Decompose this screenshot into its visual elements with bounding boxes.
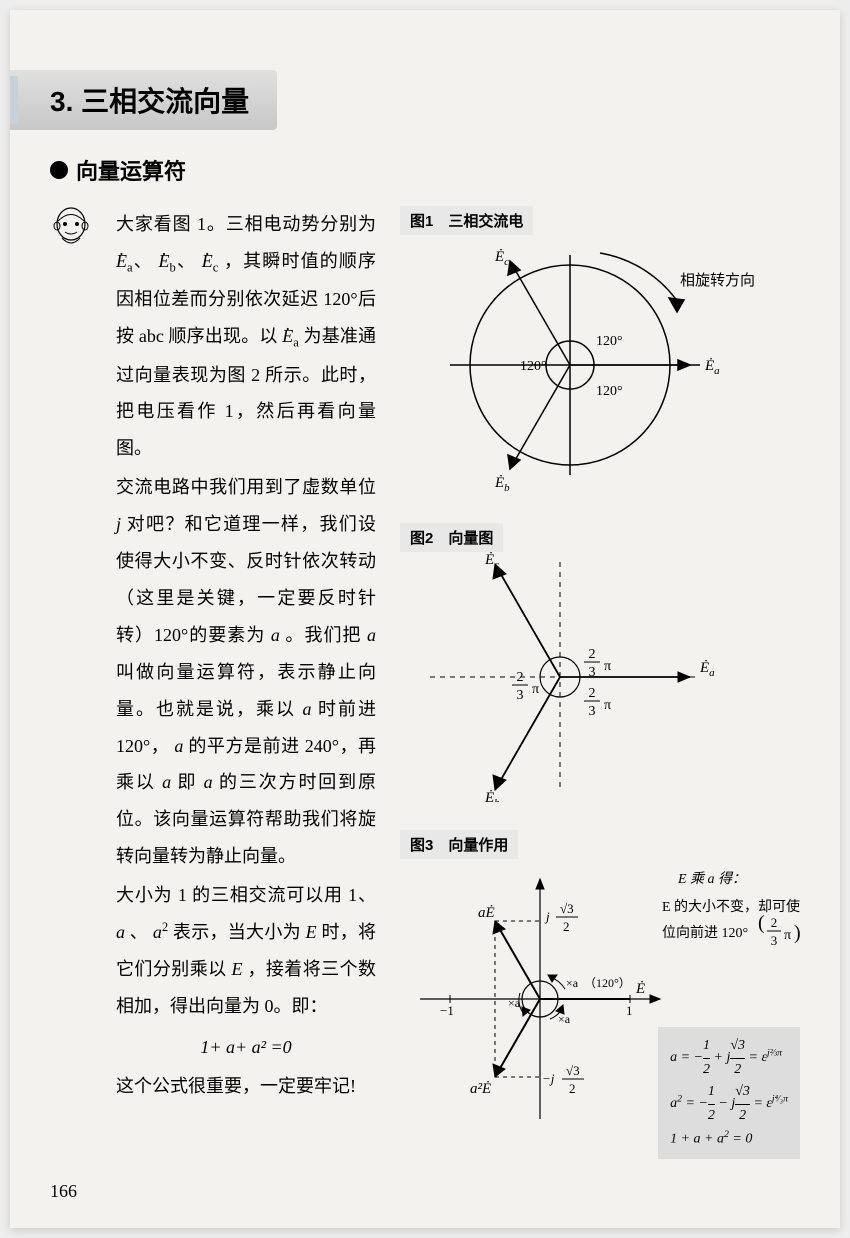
- fig1-ec-label: Ėc: [494, 249, 509, 268]
- svg-text:π: π: [784, 928, 791, 943]
- svg-text:相旋转方向: 相旋转方向: [680, 272, 755, 289]
- fig1-eb-label: Ėb: [494, 475, 510, 494]
- bullet-icon: [50, 161, 68, 179]
- svg-text:3: 3: [517, 688, 524, 703]
- svg-text:×a: ×a: [508, 996, 521, 1010]
- svg-text:−j: −j: [542, 1071, 555, 1086]
- svg-text:aĖ: aĖ: [478, 905, 495, 921]
- svg-text:√3: √3: [560, 901, 574, 916]
- svg-text:E 的大小不变，却可使相: E 的大小不变，却可使相: [662, 898, 800, 915]
- svg-text:120°: 120°: [596, 334, 623, 349]
- figure-2: 图2 向量图: [400, 523, 800, 802]
- svg-text:2: 2: [771, 915, 778, 930]
- svg-text:(: (: [758, 912, 765, 934]
- svg-text:√3: √3: [566, 1063, 580, 1078]
- svg-text:): ): [794, 922, 800, 944]
- svg-text:×a: ×a: [558, 1012, 571, 1026]
- svg-text:π: π: [604, 698, 611, 713]
- svg-text:1: 1: [626, 1003, 633, 1018]
- section-title-text: 向量运算符: [76, 154, 186, 186]
- svg-text:a²Ė: a²Ė: [470, 1081, 491, 1097]
- svg-text:2: 2: [589, 647, 596, 662]
- svg-text:3: 3: [771, 933, 778, 948]
- svg-text:π: π: [532, 682, 539, 697]
- fig1-ea-label: Ėa: [704, 358, 720, 377]
- svg-text:2: 2: [569, 1081, 576, 1096]
- teacher-avatar-icon: [50, 206, 92, 254]
- figure-2-title: 图2 向量图: [400, 523, 503, 552]
- svg-text:π: π: [604, 659, 611, 674]
- svg-text:Ė: Ė: [635, 981, 645, 997]
- figure-1-title: 图1 三相交流电: [400, 206, 533, 235]
- svg-text:位向前进 120°: 位向前进 120°: [662, 924, 748, 941]
- svg-text:3: 3: [589, 665, 596, 680]
- svg-text:（120°）: （120°）: [584, 976, 631, 990]
- svg-text:Ėc: Ėc: [484, 552, 499, 571]
- formula-box: a = −12 + j√32 = εj⅔π a2 = −12 − j√32 = …: [658, 1027, 800, 1159]
- svg-text:2: 2: [589, 686, 596, 701]
- figure-3-title: 图3 向量作用: [400, 830, 518, 859]
- svg-text:120°: 120°: [520, 359, 547, 374]
- svg-text:2: 2: [563, 919, 570, 934]
- svg-text:120°: 120°: [596, 384, 623, 399]
- page-number: 166: [50, 1181, 77, 1202]
- section-title: 向量运算符: [50, 154, 800, 186]
- main-equation: 1+ a+ a² =0: [116, 1029, 376, 1066]
- svg-text:×a: ×a: [566, 976, 579, 990]
- svg-text:E 乘 a 得：: E 乘 a 得：: [677, 871, 746, 887]
- svg-text:−1: −1: [440, 1003, 454, 1018]
- figure-1: 图1 三相交流电: [400, 206, 800, 495]
- svg-text:j: j: [544, 909, 550, 924]
- figure-3: 图3 向量作用: [400, 830, 800, 1159]
- svg-text:Ėa: Ėa: [699, 660, 715, 679]
- body-text: 大家看图 1。三相电动势分别为 Ea、 Eb、 Ec ，其瞬时值的顺序因相位差而…: [116, 206, 376, 1159]
- chapter-title: 3. 三相交流向量: [10, 70, 277, 130]
- svg-text:2: 2: [517, 670, 524, 685]
- svg-text:3: 3: [589, 704, 596, 719]
- svg-text:Ėb: Ėb: [484, 790, 500, 802]
